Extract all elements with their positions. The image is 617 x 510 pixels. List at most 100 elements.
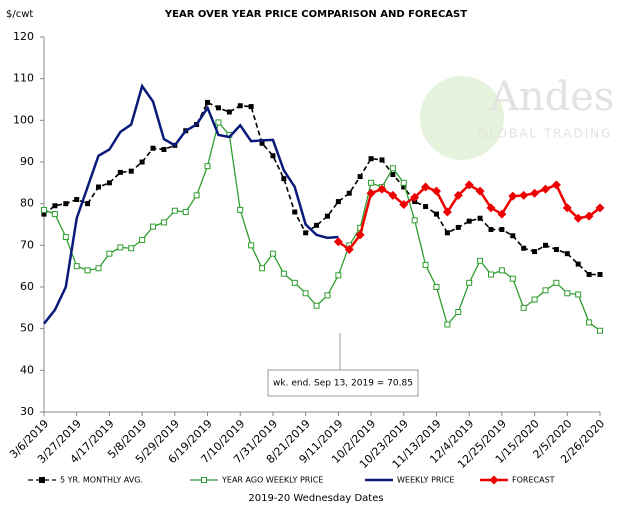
- marker: [390, 172, 396, 177]
- marker: [259, 265, 266, 272]
- y-tick-label: 100: [13, 113, 34, 126]
- marker: [421, 182, 431, 192]
- marker: [377, 184, 387, 194]
- marker: [455, 309, 462, 315]
- marker: [95, 265, 102, 272]
- marker: [292, 209, 298, 215]
- marker: [422, 261, 429, 268]
- marker: [357, 174, 363, 180]
- marker: [335, 272, 342, 279]
- marker: [455, 224, 461, 230]
- marker: [475, 186, 485, 196]
- marker: [486, 203, 496, 213]
- y-tick-label: 90: [20, 155, 34, 168]
- marker: [466, 279, 473, 286]
- marker: [344, 245, 354, 254]
- marker: [532, 249, 538, 255]
- watermark-sub: GLOBAL TRADING: [478, 127, 612, 141]
- marker: [586, 319, 593, 326]
- marker: [117, 169, 123, 175]
- marker: [314, 222, 320, 228]
- marker: [553, 279, 560, 286]
- marker: [433, 284, 440, 290]
- marker: [411, 217, 418, 224]
- marker: [84, 267, 91, 274]
- marker: [597, 327, 603, 334]
- marker: [542, 242, 548, 248]
- marker: [487, 271, 494, 278]
- y-unit: $/cwt: [6, 9, 33, 20]
- marker: [540, 184, 550, 194]
- marker: [205, 99, 211, 105]
- marker: [161, 147, 167, 152]
- y-tick-label: 60: [20, 280, 34, 293]
- marker: [335, 199, 341, 205]
- marker: [510, 233, 516, 239]
- marker: [150, 145, 156, 151]
- y-tick-label: 30: [20, 405, 34, 418]
- marker: [303, 230, 309, 236]
- marker: [531, 296, 538, 303]
- marker: [551, 180, 561, 190]
- marker: [368, 179, 375, 186]
- annotation: wk. end. Sep 13, 2019 = 70.85: [273, 379, 413, 389]
- marker: [564, 290, 571, 297]
- marker: [508, 191, 518, 201]
- legend-label: YEAR AGO WEEKLY PRICE: [221, 476, 323, 485]
- marker: [431, 186, 441, 196]
- marker: [160, 219, 167, 226]
- marker: [128, 245, 135, 252]
- marker: [497, 209, 507, 219]
- marker: [423, 204, 429, 210]
- marker: [237, 206, 244, 213]
- marker: [215, 105, 221, 111]
- marker: [488, 227, 494, 232]
- marker: [401, 184, 407, 190]
- chart-title: YEAR OVER YEAR PRICE COMPARISON AND FORE…: [164, 9, 467, 20]
- marker: [573, 213, 583, 223]
- y-tick-label: 40: [20, 363, 34, 376]
- marker: [280, 270, 287, 277]
- marker: [519, 190, 529, 200]
- legend-marker: [489, 475, 499, 485]
- marker: [302, 290, 309, 297]
- legend-marker: [39, 477, 45, 483]
- marker: [41, 211, 47, 217]
- marker: [106, 180, 112, 186]
- marker: [453, 190, 463, 200]
- marker: [281, 176, 287, 182]
- marker: [96, 184, 102, 190]
- marker: [521, 245, 527, 251]
- y-tick-label: 50: [20, 322, 34, 335]
- marker: [270, 153, 276, 159]
- marker: [379, 157, 385, 163]
- y-tick-label: 120: [13, 30, 34, 43]
- marker: [400, 179, 407, 186]
- marker: [313, 302, 320, 309]
- marker: [564, 251, 570, 257]
- marker: [324, 213, 330, 219]
- marker: [106, 250, 113, 257]
- legend-marker: [201, 477, 207, 483]
- marker: [586, 272, 592, 277]
- series-line: [43, 83, 339, 325]
- marker: [444, 230, 450, 236]
- marker: [368, 156, 374, 162]
- marker: [389, 165, 396, 172]
- watermark: Andes: [489, 74, 614, 120]
- marker: [226, 109, 232, 115]
- marker: [442, 207, 452, 217]
- marker: [237, 103, 243, 109]
- marker: [575, 291, 582, 298]
- marker: [575, 261, 581, 267]
- marker: [520, 304, 527, 311]
- marker: [248, 104, 254, 110]
- marker: [499, 227, 505, 232]
- marker: [595, 203, 605, 213]
- marker: [509, 275, 516, 282]
- marker: [366, 188, 376, 198]
- x-axis-label: 2019-20 Wednesday Dates: [248, 493, 383, 504]
- marker: [410, 192, 420, 202]
